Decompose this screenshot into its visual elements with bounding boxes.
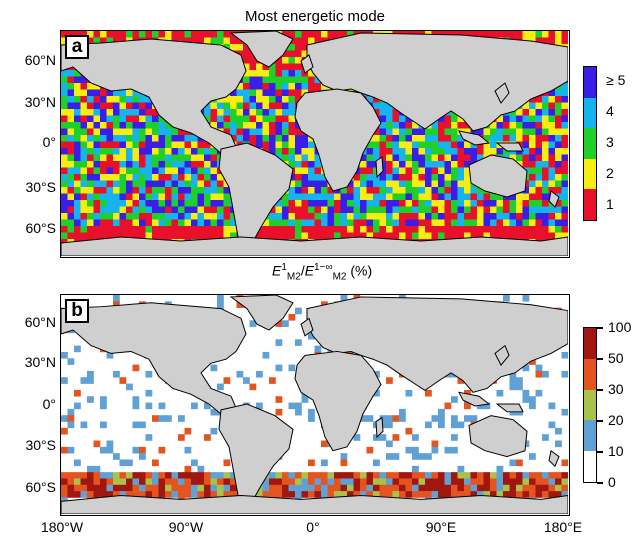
cbar-a-swatch-5	[584, 67, 596, 98]
cbar-b-tick	[597, 389, 603, 391]
new-zealand	[548, 449, 560, 468]
cbar-b-label-20: 20	[608, 412, 624, 428]
cbar-b-tick	[597, 358, 603, 360]
panel-a-colorbar	[583, 66, 597, 221]
lon-0: 0°	[306, 519, 320, 535]
cbar-b-label-100: 100	[608, 319, 632, 335]
energy-ratio-label: E1M2/E1−∞M2 (%)	[272, 262, 373, 283]
cbar-b-swatch-20	[584, 420, 596, 452]
new-guinea	[495, 403, 524, 413]
panel-a-lat-30n: 30°N	[24, 94, 56, 110]
cbar-a-label-4: 4	[606, 103, 614, 119]
cbar-b-tick	[597, 482, 603, 484]
lon-90w: 90°W	[168, 519, 204, 535]
greenland	[229, 295, 294, 331]
antarctica	[61, 495, 568, 514]
madagascar	[375, 156, 384, 179]
cbar-b-swatch-100	[584, 328, 596, 359]
cbar-a-label-5: ≥ 5	[606, 72, 626, 88]
indonesia	[458, 391, 491, 407]
uk	[300, 54, 314, 74]
panel-a-lat-30s: 30°S	[25, 179, 56, 195]
panel-b-lat-60n: 60°N	[24, 314, 56, 330]
new-zealand	[548, 190, 560, 208]
cbar-b-label-30: 30	[608, 381, 624, 397]
panel-b-land	[61, 295, 568, 514]
uk	[300, 317, 314, 337]
cbar-a-swatch-4	[584, 97, 596, 129]
cbar-b-label-0: 0	[608, 474, 616, 490]
cbar-b-swatch-50	[584, 358, 596, 390]
indonesia	[458, 130, 491, 146]
africa	[294, 88, 382, 192]
lon-180e: 180°E	[543, 519, 583, 535]
new-guinea	[495, 142, 524, 152]
antarctica	[61, 236, 568, 256]
madagascar	[375, 416, 384, 439]
panel-a-letter: a	[65, 35, 89, 59]
panel-a-lat-0: 0°	[42, 134, 56, 150]
japan	[494, 344, 510, 366]
panel-a-land	[61, 31, 568, 256]
cbar-a-swatch-3	[584, 128, 596, 159]
panel-a-svg	[61, 31, 568, 256]
cbar-a-swatch-2	[584, 158, 596, 190]
panel-b-colorbar	[583, 327, 597, 483]
cbar-a-swatch-1	[584, 189, 596, 220]
lon-180w: 180°W	[40, 519, 84, 535]
figure-title: Most energetic mode	[244, 8, 386, 25]
cbar-a-label-3: 3	[606, 134, 614, 150]
cbar-a-label-2: 2	[606, 165, 614, 181]
cbar-b-tick	[597, 420, 603, 422]
panel-a-lat-60n: 60°N	[24, 52, 56, 68]
panel-b-lat-30s: 30°S	[25, 437, 56, 453]
panel-b-lat-60s: 60°S	[25, 479, 56, 495]
lon-90e: 90°E	[425, 519, 457, 535]
panel-b-lat-0: 0°	[42, 396, 56, 412]
panel-a-lat-60s: 60°S	[25, 220, 56, 236]
cbar-a-label-1: 1	[606, 196, 614, 212]
cbar-b-tick	[597, 327, 603, 329]
greenland	[229, 31, 294, 68]
cbar-b-label-10: 10	[608, 443, 624, 459]
japan	[494, 82, 510, 104]
australia	[468, 415, 528, 458]
panel-a-map: a	[60, 30, 570, 258]
cbar-b-tick	[597, 451, 603, 453]
panel-b-svg	[61, 295, 568, 514]
panel-b-letter: b	[65, 299, 89, 323]
panel-b-lat-30n: 30°N	[24, 354, 56, 370]
africa	[294, 350, 382, 452]
cbar-b-swatch-30	[584, 389, 596, 421]
cbar-b-label-50: 50	[608, 350, 624, 366]
panel-b-map: b	[60, 294, 570, 516]
australia	[468, 154, 528, 198]
cbar-b-swatch-10	[584, 451, 596, 482]
